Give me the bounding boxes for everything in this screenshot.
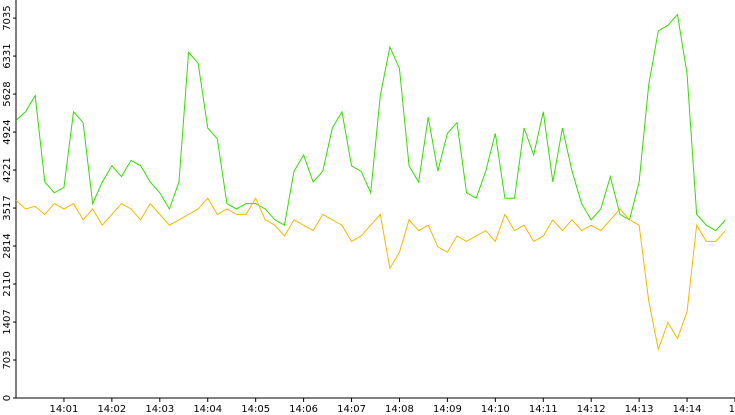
- x-tick-label: 14:12: [577, 404, 606, 415]
- x-tick-label: 14:07: [337, 404, 366, 415]
- x-tick-label: 14:14: [673, 404, 702, 415]
- x-tick-label: 14:08: [385, 404, 414, 415]
- x-tick-label: 14:01: [50, 404, 79, 415]
- x-tick-label: 14:05: [241, 404, 270, 415]
- series-line: [15, 197, 726, 352]
- y-tick-label: 4221: [2, 157, 13, 182]
- x-tick-label: 14:09: [433, 404, 462, 415]
- x-tick-label: 14:11: [529, 404, 558, 415]
- x-tick-label: 14:10: [481, 404, 510, 415]
- x-tick-label: 14:06: [289, 404, 318, 415]
- x-tick-label: 14:02: [97, 404, 126, 415]
- y-tick-label: 0: [2, 395, 13, 401]
- y-tick-label: 6331: [2, 43, 13, 68]
- y-tick-label: 5628: [2, 81, 13, 106]
- y-tick-label: 703: [2, 350, 13, 369]
- y-tick-label: 2110: [2, 271, 13, 296]
- x-tick-label: 14: [729, 404, 735, 415]
- series-line: [15, 13, 726, 232]
- y-tick-label: 3517: [2, 195, 13, 220]
- y-tick-label: 1407: [2, 309, 13, 334]
- y-tick-label: 4924: [2, 119, 13, 144]
- x-tick-label: 14:04: [193, 404, 222, 415]
- x-tick-label: 14:13: [625, 404, 654, 415]
- y-tick-label: 2814: [2, 233, 13, 258]
- y-tick-label: 7035: [2, 5, 13, 30]
- x-tick-label: 14:03: [145, 404, 174, 415]
